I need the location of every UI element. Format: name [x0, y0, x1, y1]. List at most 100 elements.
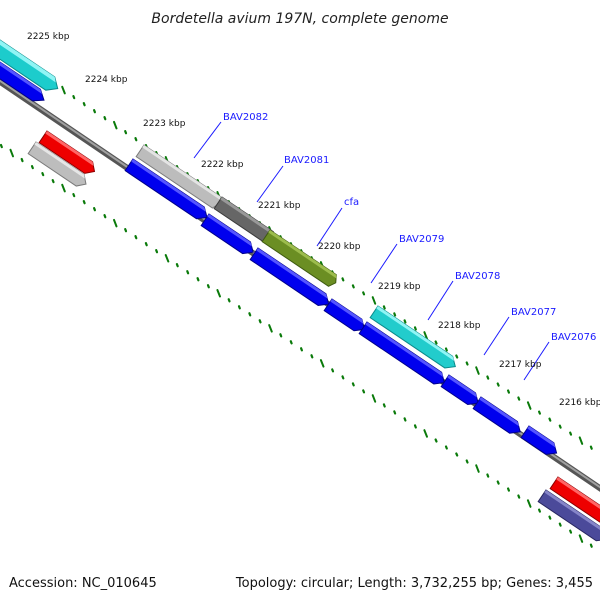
minor-tick: [537, 508, 542, 513]
gene-feature-blue-top[interactable]: [0, 57, 48, 106]
minor-tick: [486, 375, 490, 380]
minor-tick: [589, 543, 593, 548]
minor-tick: [548, 515, 552, 520]
major-tick: [423, 429, 428, 438]
major-tick: [371, 296, 377, 305]
tick-label: 2225 kbp: [27, 32, 70, 42]
minor-tick: [537, 410, 542, 415]
minor-tick: [51, 179, 55, 184]
minor-tick: [393, 312, 397, 317]
minor-tick: [237, 305, 241, 310]
gene-feature-cyan-top[interactable]: [0, 28, 62, 95]
map-title: Bordetella avium 197N, complete genome: [151, 11, 448, 27]
major-tick: [61, 85, 66, 95]
minor-tick: [382, 305, 386, 310]
minor-tick: [258, 319, 262, 324]
gene-label-bav2079[interactable]: BAV2079: [399, 234, 444, 245]
gene-feature-blue-1[interactable]: [124, 158, 211, 223]
minor-tick: [382, 403, 386, 408]
minor-tick: [569, 431, 573, 436]
minor-tick: [279, 333, 283, 338]
minor-tick: [413, 424, 417, 429]
minor-tick: [72, 193, 76, 198]
major-tick: [423, 331, 428, 340]
gene-feature-blue-5[interactable]: [358, 321, 448, 388]
major-tick: [216, 289, 221, 298]
minor-tick: [124, 130, 128, 135]
minor-tick: [351, 382, 355, 387]
minor-tick: [289, 340, 293, 345]
tick-label: 2223 kbp: [143, 119, 186, 129]
major-tick: [164, 254, 170, 263]
minor-tick: [134, 235, 138, 240]
minor-tick: [82, 101, 86, 107]
major-tick: [61, 183, 66, 193]
tick-label: 2219 kbp: [378, 282, 421, 292]
minor-tick: [393, 410, 397, 415]
minor-tick: [507, 389, 510, 394]
major-tick: [9, 148, 14, 158]
tick-label: 2224 kbp: [85, 75, 128, 85]
minor-tick: [558, 522, 562, 527]
gene-feature-blue-3[interactable]: [249, 247, 332, 310]
minor-tick: [248, 312, 252, 317]
minor-tick: [496, 382, 500, 387]
minor-tick: [362, 291, 366, 296]
minor-tick: [444, 445, 448, 450]
minor-tick: [455, 354, 459, 359]
minor-tick: [517, 494, 521, 499]
minor-tick: [300, 347, 303, 352]
gene-feature-blue-2[interactable]: [200, 213, 257, 258]
gene-features: [0, 28, 600, 545]
gene-feature-red-left[interactable]: [38, 130, 98, 177]
minor-tick: [331, 368, 335, 373]
minor-tick: [486, 473, 490, 478]
minor-tick: [351, 284, 355, 289]
minor-tick: [0, 143, 3, 149]
minor-tick: [134, 137, 138, 142]
gene-label-bav2082[interactable]: BAV2082: [223, 112, 268, 123]
major-tick: [526, 499, 532, 508]
tick-label: 2222 kbp: [201, 160, 244, 170]
minor-tick: [362, 389, 366, 394]
gene-feature-gray-left[interactable]: [27, 141, 90, 190]
genome-summary-text: Topology: circular; Length: 3,732,255 bp…: [235, 576, 593, 591]
major-tick: [113, 120, 118, 130]
gene-label-cfa[interactable]: cfa: [344, 197, 359, 208]
minor-tick: [186, 270, 190, 275]
minor-tick: [30, 165, 34, 170]
minor-tick: [103, 115, 107, 121]
gene-feature-blue-7[interactable]: [472, 396, 524, 438]
minor-tick: [144, 242, 148, 247]
gene-labels: BAV2082 BAV2081 cfa BAV2079 BAV2078 BAV2…: [223, 112, 596, 343]
minor-tick: [227, 298, 231, 303]
minor-tick: [569, 529, 573, 534]
gene-feature-slate-right[interactable]: [537, 489, 600, 545]
tick-track: [0, 45, 593, 548]
gene-label-bav2076[interactable]: BAV2076: [551, 332, 596, 343]
minor-tick: [455, 452, 459, 457]
gene-feature-bav2078[interactable]: [369, 305, 459, 372]
minor-tick: [92, 108, 97, 114]
minor-tick: [413, 326, 417, 331]
minor-tick: [496, 480, 500, 485]
major-tick: [371, 394, 377, 403]
tick-label: 2217 kbp: [499, 360, 542, 370]
gene-label-bav2081[interactable]: BAV2081: [284, 155, 329, 166]
minor-tick: [206, 284, 210, 289]
minor-tick: [72, 94, 76, 100]
minor-tick: [517, 396, 521, 401]
minor-tick: [403, 417, 407, 422]
minor-tick: [175, 263, 179, 268]
minor-tick: [434, 340, 438, 345]
major-tick: [526, 401, 532, 410]
gene-feature-blue-8[interactable]: [520, 425, 560, 459]
gene-label-bav2077[interactable]: BAV2077: [511, 307, 556, 318]
gene-feature-blue-6[interactable]: [440, 374, 482, 409]
gene-feature-blue-4[interactable]: [323, 298, 368, 335]
minor-tick: [465, 459, 469, 464]
gene-label-bav2078[interactable]: BAV2078: [455, 271, 500, 282]
gene-feature-red-right[interactable]: [549, 476, 600, 527]
gene-feature-cfa[interactable]: [261, 229, 339, 289]
